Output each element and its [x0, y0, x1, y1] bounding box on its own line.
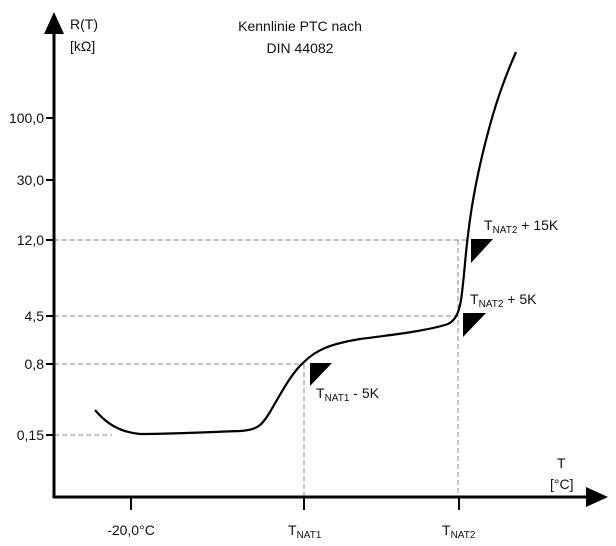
y-ticks — [46, 117, 54, 436]
x-axis-arrow-icon — [586, 487, 608, 507]
title-line-2: DIN 44082 — [267, 40, 334, 56]
y-tick-label: 12,0 — [17, 232, 44, 248]
x-ticks — [130, 497, 460, 510]
y-tick-label: 100,0 — [9, 110, 44, 126]
annotation-tnat2-plus-5k: TNAT2 + 5K — [470, 291, 537, 310]
x-axis-unit: [°C] — [550, 476, 574, 492]
x-tick-label: TNAT2 — [442, 522, 476, 541]
x-tick-label: -20,0°C — [107, 522, 155, 538]
annotation-tnat1-minus-5k: TNAT1 - 5K — [316, 385, 380, 404]
y-axis-label: R(T) — [70, 16, 98, 32]
y-tick-label: 30,0 — [17, 172, 44, 188]
y-tick-label: 0,15 — [17, 427, 44, 443]
guide-lines — [54, 239, 468, 497]
annotation-tnat2-plus-15k: TNAT2 + 15K — [484, 217, 559, 236]
x-tick-label: TNAT1 — [288, 522, 322, 541]
y-axis-unit: [kΩ] — [70, 38, 95, 54]
x-axis-label: T — [557, 455, 566, 471]
ptc-curve — [94, 51, 518, 436]
marker-triangle-icon — [471, 239, 493, 263]
y-axis-arrow-icon — [44, 12, 64, 34]
marker-triangle-icon — [463, 313, 486, 337]
y-tick-label: 4,5 — [25, 308, 45, 324]
marker-triangle-icon — [310, 363, 332, 386]
y-tick-label: 0,8 — [25, 356, 45, 372]
title-line-1: Kennlinie PTC nach — [238, 18, 362, 34]
